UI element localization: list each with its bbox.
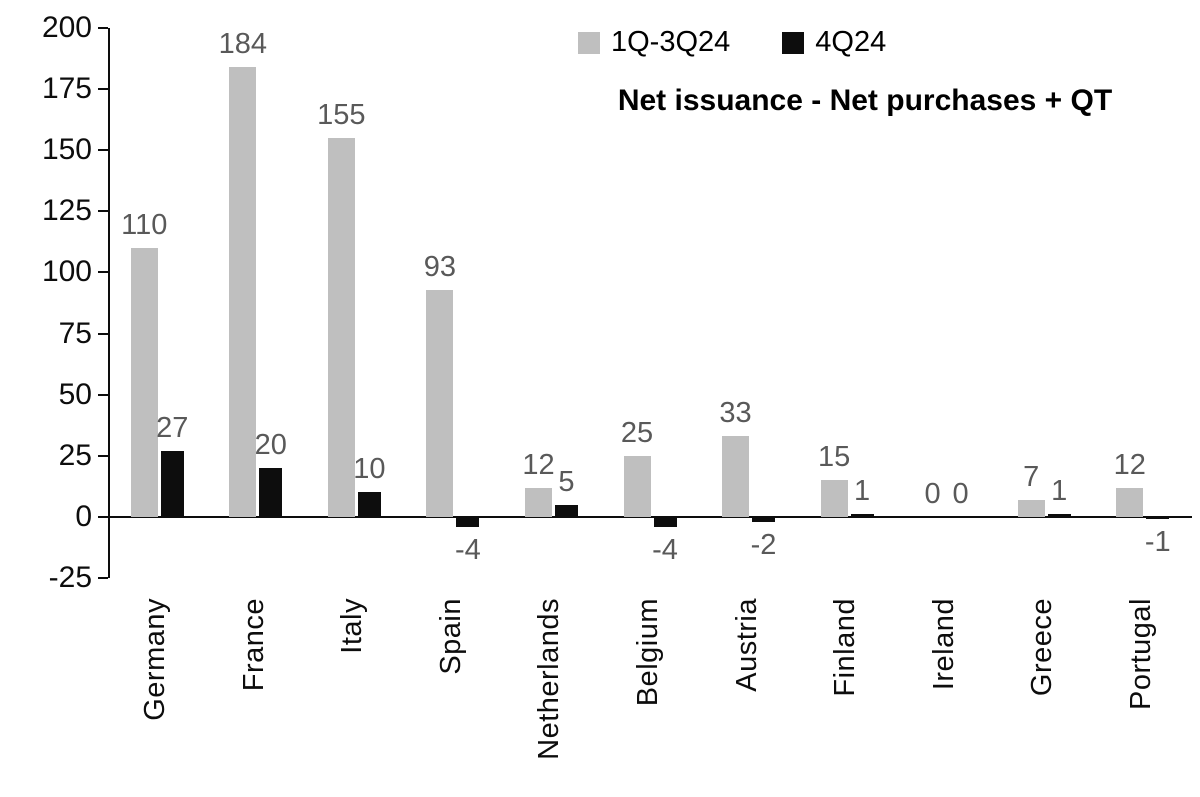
y-axis-tick-mark bbox=[98, 149, 108, 152]
y-axis-tick-label: 125 bbox=[41, 194, 92, 228]
bar-1q-3q24-greece bbox=[1017, 499, 1045, 517]
data-label-1q-3q24-ireland: 0 bbox=[924, 477, 941, 510]
data-label-4q24-netherlands: 5 bbox=[558, 465, 575, 498]
bar-4q24-france bbox=[259, 468, 283, 517]
y-axis-tick-mark bbox=[98, 393, 108, 396]
y-axis-tick-mark bbox=[98, 332, 108, 335]
y-axis-tick-label: 100 bbox=[41, 255, 92, 289]
bar-1q-3q24-italy bbox=[327, 138, 355, 517]
y-axis-line bbox=[108, 28, 110, 578]
chart-legend: 1Q-3Q24 4Q24 bbox=[578, 26, 886, 59]
y-axis-tick-label: 175 bbox=[41, 72, 92, 106]
legend-item-series-2: 4Q24 bbox=[782, 26, 886, 59]
x-axis-label-netherlands: Netherlands bbox=[533, 598, 566, 760]
bar-1q-3q24-netherlands bbox=[524, 487, 552, 517]
legend-label-series-1: 1Q-3Q24 bbox=[611, 26, 731, 58]
data-label-1q-3q24-netherlands: 12 bbox=[522, 448, 555, 481]
y-axis-tick-mark bbox=[98, 210, 108, 213]
x-axis-label-ireland: Ireland bbox=[927, 598, 960, 691]
legend-swatch-gray bbox=[578, 31, 600, 54]
y-axis-tick-mark bbox=[98, 454, 108, 457]
data-label-4q24-ireland: 0 bbox=[952, 477, 969, 510]
x-axis-label-finland: Finland bbox=[829, 598, 862, 697]
chart-title: Net issuance - Net purchases + QT bbox=[617, 84, 1113, 117]
data-label-1q-3q24-italy: 155 bbox=[317, 99, 366, 131]
bar-1q-3q24-france bbox=[229, 67, 257, 517]
x-axis-label-portugal: Portugal bbox=[1124, 598, 1157, 711]
x-axis-label-spain: Spain bbox=[434, 598, 467, 675]
bar-4q24-belgium bbox=[653, 516, 677, 527]
y-axis-tick-label: 50 bbox=[58, 377, 92, 411]
bar-1q-3q24-spain bbox=[426, 289, 454, 517]
data-label-1q-3q24-austria: 33 bbox=[719, 397, 752, 430]
y-axis-tick-mark bbox=[98, 271, 108, 274]
bar-4q24-germany bbox=[160, 450, 184, 517]
data-label-1q-3q24-portugal: 12 bbox=[1113, 448, 1146, 481]
y-axis-tick-label: 75 bbox=[58, 316, 92, 350]
x-axis-zero-line bbox=[108, 515, 1192, 518]
y-axis-tick-mark bbox=[98, 27, 108, 29]
data-label-4q24-germany: 27 bbox=[156, 411, 189, 444]
data-label-4q24-france: 20 bbox=[254, 429, 287, 461]
data-label-1q-3q24-belgium: 25 bbox=[620, 416, 654, 449]
bar-4q24-italy bbox=[357, 492, 381, 517]
data-label-4q24-spain: -4 bbox=[455, 533, 481, 566]
y-axis-tick-mark bbox=[98, 515, 108, 518]
bar-1q-3q24-finland bbox=[820, 480, 848, 517]
data-label-4q24-italy: 10 bbox=[353, 453, 386, 486]
y-axis-tick-label: 200 bbox=[41, 11, 92, 44]
legend-item-series-1: 1Q-3Q24 bbox=[578, 26, 730, 59]
data-label-4q24-finland: 1 bbox=[854, 475, 871, 508]
bar-4q24-greece bbox=[1047, 514, 1071, 517]
y-axis-tick-label: 25 bbox=[58, 438, 92, 472]
bar-1q-3q24-portugal bbox=[1116, 487, 1144, 517]
data-label-1q-3q24-greece: 7 bbox=[1023, 460, 1040, 493]
legend-label-series-2: 4Q24 bbox=[815, 26, 887, 58]
bar-1q-3q24-austria bbox=[722, 436, 750, 517]
data-label-4q24-greece: 1 bbox=[1051, 475, 1068, 508]
x-axis-label-austria: Austria bbox=[730, 598, 763, 692]
y-axis-tick-mark bbox=[98, 577, 108, 579]
x-axis-label-belgium: Belgium bbox=[632, 598, 664, 707]
y-axis-tick-label: 150 bbox=[41, 133, 92, 167]
data-label-4q24-austria: -2 bbox=[750, 528, 777, 561]
data-label-1q-3q24-finland: 15 bbox=[817, 441, 851, 474]
y-axis-tick-mark bbox=[98, 88, 108, 91]
y-axis-tick-label: 0 bbox=[75, 499, 92, 533]
bar-4q24-netherlands bbox=[554, 504, 578, 517]
data-label-1q-3q24-germany: 110 bbox=[121, 209, 168, 241]
bar-1q-3q24-germany bbox=[130, 248, 158, 517]
x-axis-label-italy: Italy bbox=[336, 598, 369, 654]
legend-swatch-black bbox=[782, 31, 805, 54]
data-label-1q-3q24-france: 184 bbox=[218, 28, 268, 61]
data-label-4q24-belgium: -4 bbox=[652, 533, 678, 566]
x-axis-label-france: France bbox=[237, 598, 270, 692]
x-axis-label-greece: Greece bbox=[1026, 598, 1059, 697]
y-axis-tick-label: -25 bbox=[48, 561, 92, 594]
x-axis-label-germany: Germany bbox=[139, 598, 172, 721]
bar-4q24-spain bbox=[456, 516, 480, 527]
bar-4q24-austria bbox=[752, 516, 776, 522]
data-label-4q24-portugal: -1 bbox=[1144, 526, 1171, 559]
bar-4q24-portugal bbox=[1146, 516, 1170, 520]
data-label-1q-3q24-spain: 93 bbox=[423, 250, 457, 283]
bar-4q24-finland bbox=[850, 514, 874, 517]
bar-1q-3q24-belgium bbox=[623, 455, 651, 517]
